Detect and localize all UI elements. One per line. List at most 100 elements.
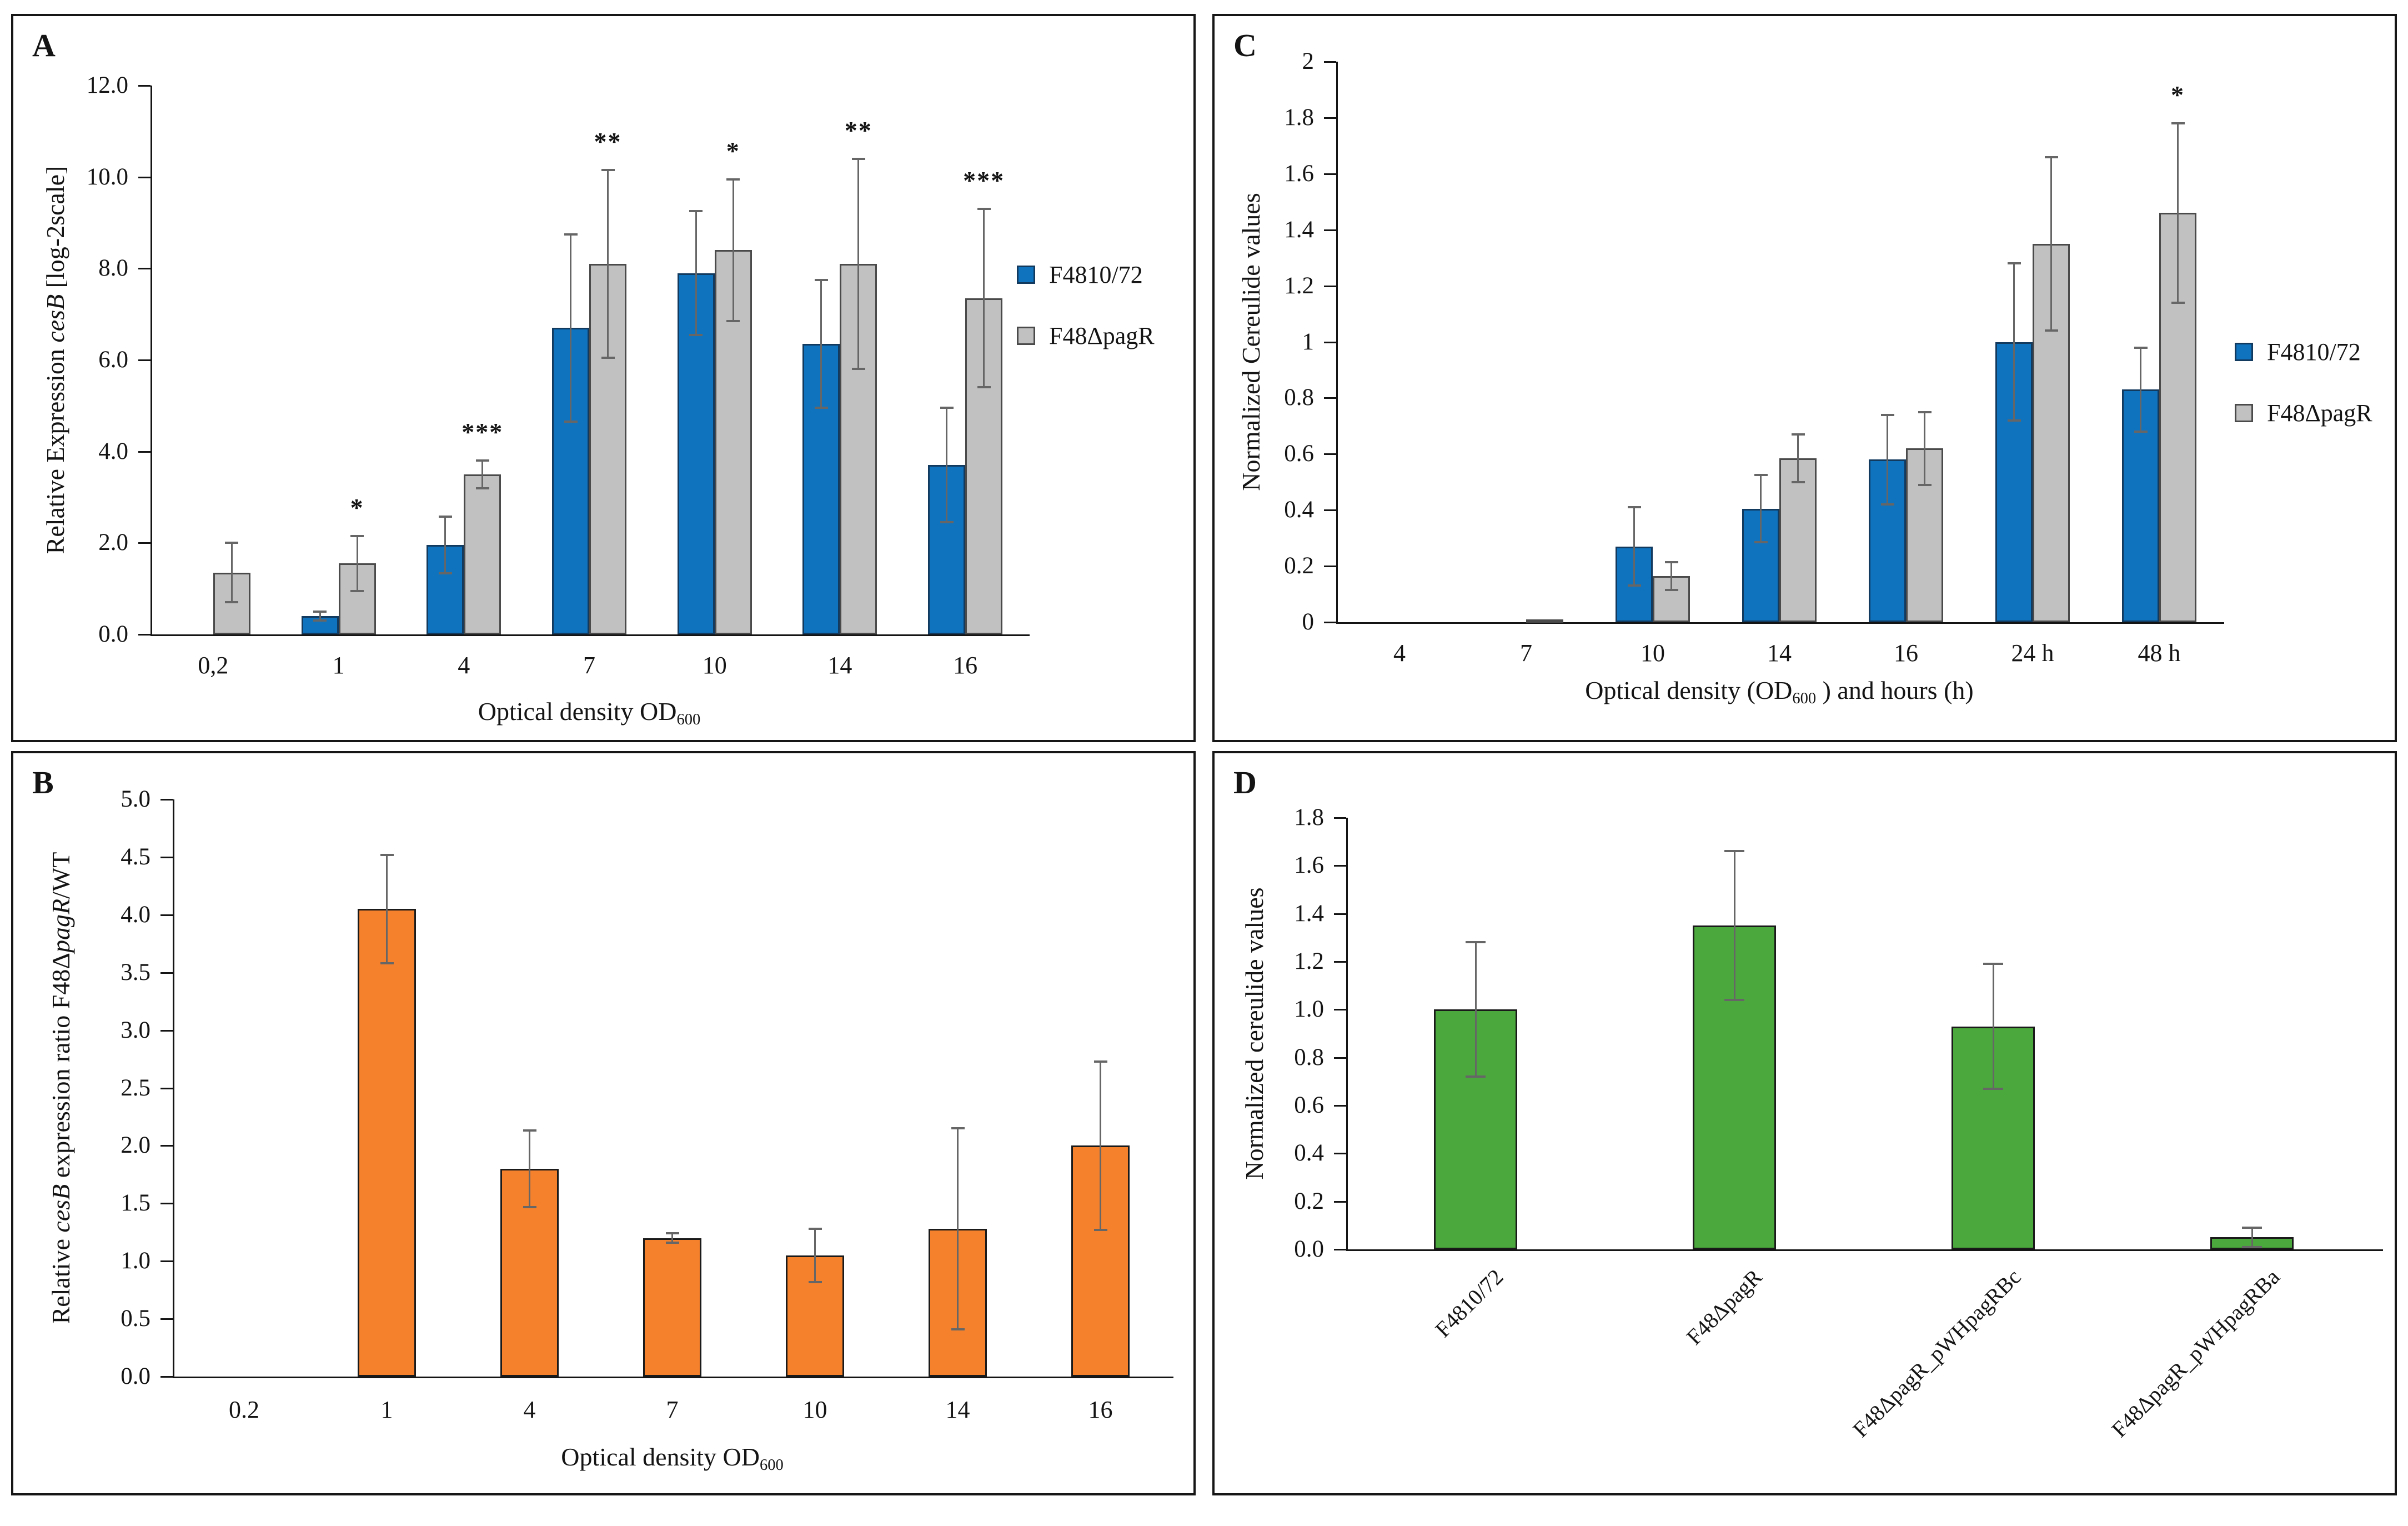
error-bar-cap [350, 589, 364, 592]
error-bar [732, 179, 734, 321]
error-bar-cap [523, 1205, 536, 1208]
x-tick-label: 4 [523, 1396, 536, 1423]
y-tick-label: 1.5 [121, 1190, 150, 1217]
significance-star: *** [461, 418, 504, 447]
y-tick-mark [160, 1145, 173, 1147]
error-bar-cap [225, 542, 239, 544]
x-tick-label: 7 [583, 652, 595, 679]
y-tick-label: 0.6 [1294, 1092, 1324, 1118]
y-tick-mark [138, 359, 150, 361]
error-bar [695, 211, 697, 335]
y-tick-mark [1324, 397, 1336, 399]
legend-label: F48ΔpagR [2267, 399, 2372, 427]
y-tick-label: 0.2 [1284, 553, 1314, 579]
x-tick-label: 14 [827, 652, 852, 679]
y-tick-mark [160, 856, 173, 858]
error-bar [2013, 263, 2015, 421]
error-bar-cap [2242, 1227, 2262, 1229]
panel-letter: D [1233, 764, 1257, 800]
y-tick-label: 1.0 [1294, 996, 1324, 1023]
error-bar-cap [1918, 483, 1932, 486]
error-bar-cap [1918, 411, 1932, 413]
error-bar-cap [2044, 329, 2058, 332]
error-bar [857, 158, 860, 369]
error-bar [2050, 157, 2052, 331]
error-bar-cap [726, 178, 740, 181]
x-tick-label: 7 [1520, 639, 1532, 667]
text-segment: Normalized cereulide values [1240, 887, 1268, 1180]
error-bar-cap [2007, 262, 2021, 265]
text-segment: 600 [759, 1456, 784, 1474]
error-bar [1760, 475, 1762, 543]
x-tick-label: 1 [380, 1396, 393, 1423]
x-tick-label: 0.2 [229, 1396, 259, 1423]
error-bar [356, 536, 358, 591]
x-tick-label: F48ΔpagR_pWHpagRBc [1848, 1264, 2026, 1442]
error-bar-cap [808, 1280, 822, 1283]
error-bar-cap [380, 962, 394, 965]
y-tick-mark [1334, 1009, 1346, 1011]
legend-label: F4810/72 [1049, 261, 1143, 288]
y-tick-mark [1334, 865, 1346, 867]
error-bar-cap [2171, 301, 2185, 304]
error-bar-cap [1627, 584, 1641, 587]
y-tick-label: 1.8 [1284, 104, 1314, 131]
panel-letter: B [32, 764, 54, 800]
error-bar [1797, 434, 1799, 482]
error-bar-cap [564, 233, 578, 236]
error-bar-cap [1880, 503, 1894, 506]
error-bar [1670, 562, 1672, 590]
legend-swatch [1017, 327, 1035, 345]
legend-row: F4810/72 [2235, 339, 2388, 365]
error-bar [607, 170, 609, 358]
text-segment: ) and hours (h) [1816, 676, 1974, 704]
y-tick-label: 0.8 [1284, 384, 1314, 411]
error-bar [1992, 964, 1994, 1089]
y-tick-label: 10.0 [86, 163, 128, 190]
significance-star: ** [594, 127, 622, 156]
y-tick-mark [138, 634, 150, 636]
bar [464, 474, 501, 634]
y-tick-label: 3.5 [121, 959, 150, 985]
y-tick-mark [160, 1260, 173, 1263]
y-tick-label: 1.8 [1294, 804, 1324, 830]
significance-star: * [350, 493, 364, 522]
error-bar-cap [601, 356, 615, 359]
legend-row: F48ΔpagR [2235, 401, 2388, 426]
significance-star: * [726, 136, 740, 165]
y-tick-mark [1334, 817, 1346, 819]
y-tick-label: 0 [1302, 609, 1315, 635]
legend-swatch [2235, 343, 2253, 361]
x-tick-label: F48ΔpagR_pWHpagRBa [2106, 1264, 2285, 1442]
error-bar [2251, 1228, 2253, 1247]
y-tick-mark [1324, 285, 1336, 287]
y-tick-label: 0.0 [1294, 1236, 1324, 1262]
bar [714, 250, 752, 634]
x-axis-title: Optical density OD600 [173, 1442, 1172, 1474]
y-tick-mark [1334, 1153, 1346, 1155]
text-segment: 600 [1792, 689, 1817, 707]
x-tick-label: 24 h [2011, 639, 2054, 667]
x-tick-label: 1 [332, 652, 345, 679]
error-bar-cap [808, 1228, 822, 1230]
error-bar-cap [225, 601, 239, 604]
error-bar-cap [1983, 963, 2003, 965]
error-bar [386, 854, 388, 964]
y-tick-label: 0.0 [98, 621, 128, 647]
x-axis-title: Optical density OD600 [150, 697, 1028, 729]
y-tick-mark [160, 1203, 173, 1205]
error-bar [946, 408, 948, 523]
error-bar-cap [814, 278, 828, 281]
error-bar-cap [438, 516, 452, 518]
y-tick-label: 0.5 [121, 1305, 150, 1332]
error-bar [2140, 347, 2141, 432]
text-segment: Optical density OD [478, 697, 677, 726]
legend-row: F48ΔpagR [1017, 323, 1187, 349]
error-bar-cap [665, 1241, 679, 1244]
significance-star: * [2171, 80, 2185, 109]
y-tick-mark [1334, 913, 1346, 915]
x-tick-label: 16 [953, 652, 978, 679]
error-bar-cap [726, 320, 740, 323]
y-tick-mark [1334, 1249, 1346, 1250]
error-bar [820, 279, 822, 408]
